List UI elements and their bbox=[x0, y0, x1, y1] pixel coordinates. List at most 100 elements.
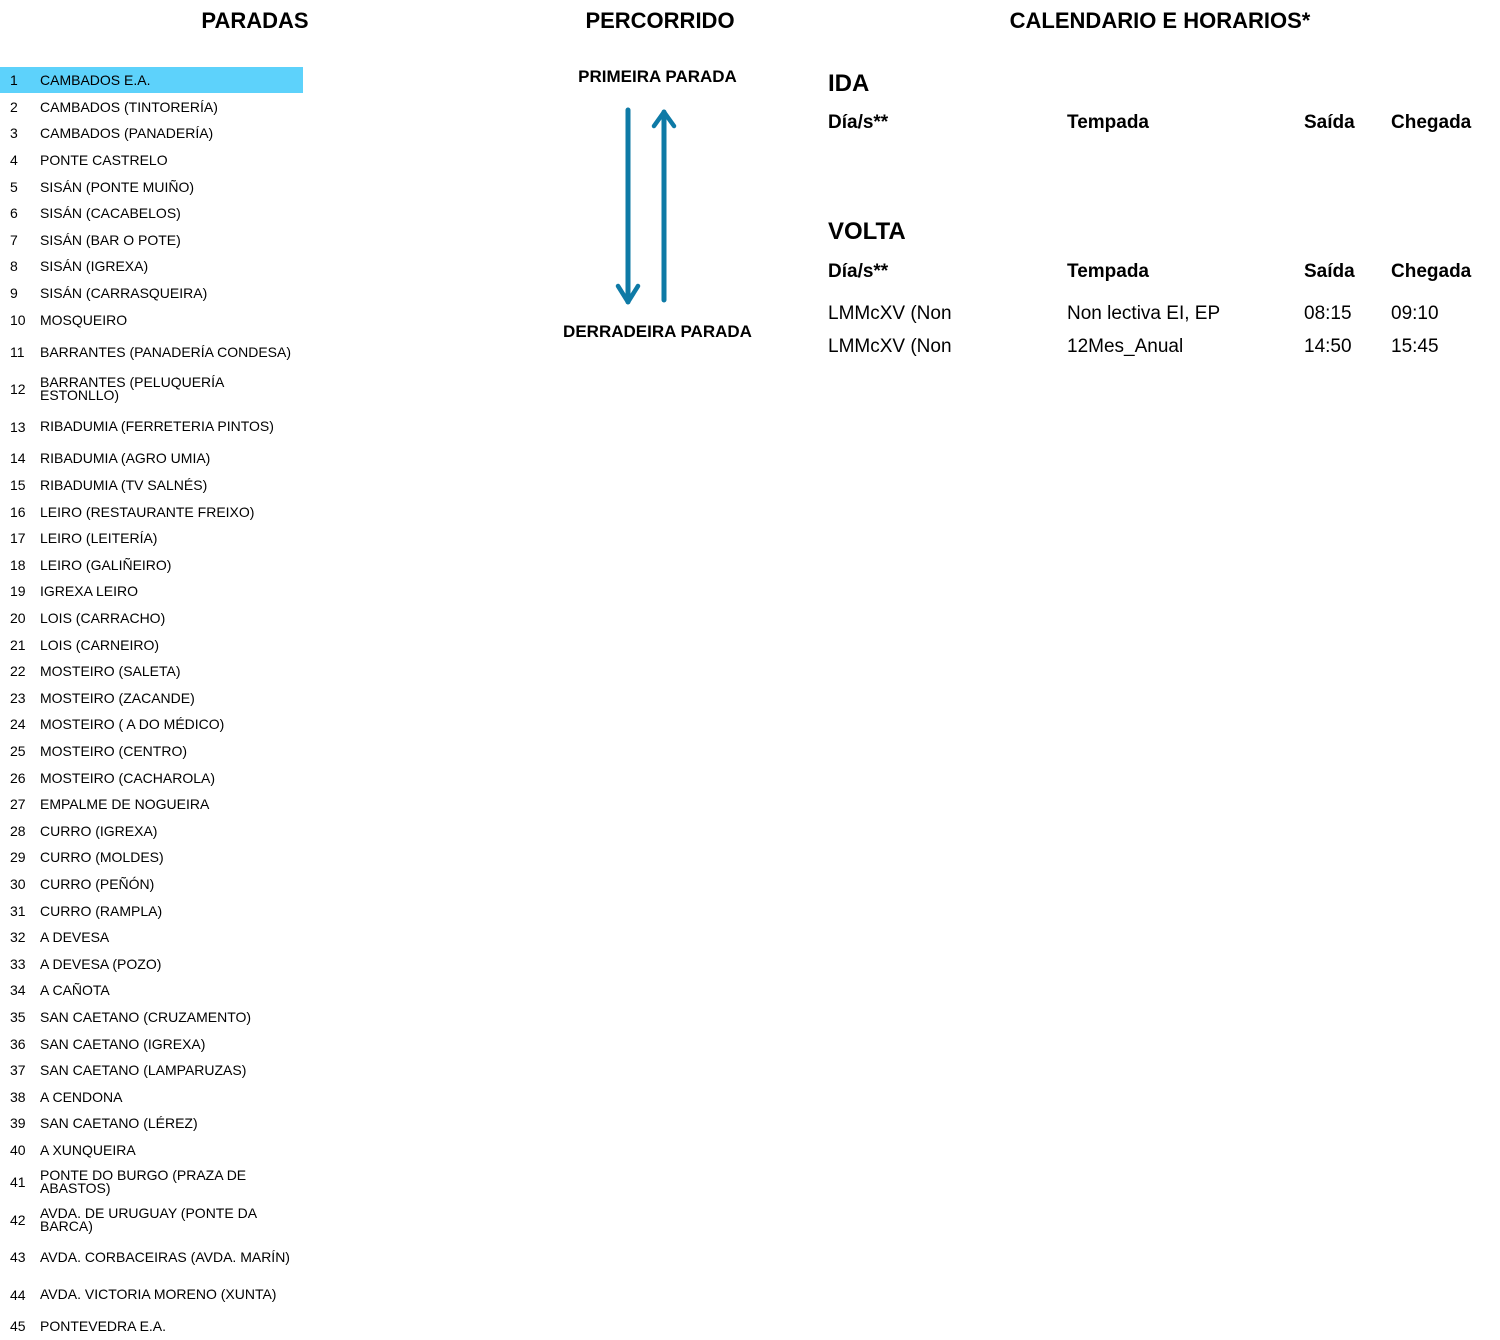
stop-name: LEIRO (GALIÑEIRO) bbox=[40, 556, 172, 573]
stop-row: 38 A CENDONA bbox=[0, 1084, 303, 1111]
stop-number: 29 bbox=[10, 849, 26, 866]
stop-number: 15 bbox=[10, 477, 26, 494]
stop-row: 3 CAMBADOS (PANADERÍA) bbox=[0, 120, 303, 147]
stop-number: 12 bbox=[10, 381, 26, 398]
stop-number: 32 bbox=[10, 929, 26, 946]
ida-col-dia: Día/s** bbox=[828, 112, 889, 133]
stop-row: 24 MOSTEIRO ( A DO MÉDICO) bbox=[0, 711, 303, 738]
stop-number: 24 bbox=[10, 716, 26, 733]
stop-number: 3 bbox=[10, 125, 18, 142]
stop-name: CURRO (MOLDES) bbox=[40, 849, 164, 866]
stop-row: 22 MOSTEIRO (SALETA) bbox=[0, 658, 303, 685]
stop-number: 27 bbox=[10, 796, 26, 813]
stop-row: 27 EMPALME DE NOGUEIRA bbox=[0, 791, 303, 818]
stop-number: 21 bbox=[10, 636, 26, 653]
stop-number: 11 bbox=[10, 344, 25, 360]
first-stop-label: PRIMEIRA PARADA bbox=[578, 67, 737, 86]
stop-row: 6 SISÁN (CACABELOS) bbox=[0, 200, 303, 227]
stop-name: BARRANTES (PANADERÍA CONDESA) bbox=[40, 343, 292, 360]
stop-name: A CAÑOTA bbox=[40, 982, 110, 999]
stop-row: 28 CURRO (IGREXA) bbox=[0, 818, 303, 845]
stop-number: 36 bbox=[10, 1035, 26, 1052]
stop-number: 28 bbox=[10, 822, 26, 839]
stop-row: 35 SAN CAETANO (CRUZAMENTO) bbox=[0, 1004, 303, 1031]
ida-title: IDA bbox=[828, 70, 870, 97]
volta-cell-tempada: 12Mes_Anual bbox=[1067, 336, 1184, 357]
stop-row: 1 CAMBADOS E.A. bbox=[0, 67, 303, 93]
stop-row: 34 A CAÑOTA bbox=[0, 977, 303, 1004]
stop-number: 40 bbox=[10, 1142, 26, 1159]
stop-number: 33 bbox=[10, 955, 26, 972]
stop-name: PONTEVEDRA E.A. bbox=[40, 1318, 167, 1335]
stop-number: 19 bbox=[10, 583, 26, 600]
stop-number: 31 bbox=[10, 902, 26, 919]
stop-number: 37 bbox=[10, 1062, 26, 1079]
stop-name: SAN CAETANO (IGREXA) bbox=[40, 1035, 206, 1052]
stop-row: 44 AVDA. VICTORIA MORENO (XUNTA) bbox=[0, 1276, 303, 1314]
stop-name: A DEVESA (POZO) bbox=[40, 955, 162, 972]
stop-number: 20 bbox=[10, 610, 26, 627]
stop-number: 7 bbox=[10, 231, 18, 248]
stop-number: 4 bbox=[10, 152, 18, 169]
stop-number: 25 bbox=[10, 743, 26, 760]
stop-row: 8 SISÁN (IGREXA) bbox=[0, 253, 303, 280]
stop-row: 42 AVDA. DE URUGUAY (PONTE DA BARCA) bbox=[0, 1201, 303, 1239]
stop-name: CURRO (PEÑÓN) bbox=[40, 876, 155, 893]
stop-row: 10 MOSQUEIRO bbox=[0, 306, 303, 333]
stop-name: SAN CAETANO (CRUZAMENTO) bbox=[40, 1009, 252, 1026]
volta-cell-dia: LMMcXV (Non bbox=[828, 336, 952, 357]
stop-number: 30 bbox=[10, 876, 26, 893]
stop-number: 42 bbox=[10, 1211, 26, 1228]
paradas-header: PARADAS bbox=[201, 8, 309, 33]
stop-number: 18 bbox=[10, 556, 26, 573]
stop-row: 30 CURRO (PEÑÓN) bbox=[0, 871, 303, 898]
stop-row: 17 LEIRO (LEITERÍA) bbox=[0, 525, 303, 552]
stop-number: 2 bbox=[10, 98, 18, 115]
stop-number: 41 bbox=[10, 1174, 26, 1191]
stop-row: 43 AVDA. CORBACEIRAS (AVDA. MARÍN) bbox=[0, 1238, 303, 1276]
stop-row: 4 PONTE CASTRELO bbox=[0, 147, 303, 174]
stop-number: 6 bbox=[10, 205, 18, 222]
stop-name: RIBADUMIA (TV SALNÉS) bbox=[40, 477, 208, 494]
stop-name: MOSTEIRO (CACHAROLA) bbox=[40, 769, 216, 786]
down-arrow-icon bbox=[615, 107, 641, 305]
volta-title: VOLTA bbox=[828, 218, 906, 245]
stop-name: SAN CAETANO (LÉREZ) bbox=[40, 1115, 198, 1132]
stop-row: 9 SISÁN (CARRASQUEIRA) bbox=[0, 280, 303, 307]
stop-number: 39 bbox=[10, 1115, 26, 1132]
stop-name: MOSTEIRO (SALETA) bbox=[40, 663, 181, 680]
stop-number: 13 bbox=[10, 418, 26, 435]
stop-number: 34 bbox=[10, 982, 26, 999]
stop-row: 16 LEIRO (RESTAURANTE FREIXO) bbox=[0, 498, 303, 525]
ida-col-saida: Saída bbox=[1304, 112, 1355, 133]
up-arrow-icon bbox=[651, 109, 677, 303]
volta-cell-chegada: 09:10 bbox=[1391, 303, 1439, 324]
stop-name: MOSQUEIRO bbox=[40, 311, 128, 328]
stop-name: IGREXA LEIRO bbox=[40, 583, 139, 600]
stop-number: 43 bbox=[10, 1249, 26, 1266]
stop-name: EMPALME DE NOGUEIRA bbox=[40, 796, 210, 813]
stop-name: SISÁN (BAR O POTE) bbox=[40, 231, 181, 248]
stop-number: 5 bbox=[10, 178, 18, 195]
stop-name: PONTE DO BURGO (PRAZA DE ABASTOS) bbox=[40, 1167, 247, 1197]
stop-name: SISÁN (IGREXA) bbox=[40, 258, 149, 275]
calendario-header: CALENDARIO E HORARIOS* bbox=[1009, 8, 1311, 33]
stop-name: SISÁN (CACABELOS) bbox=[40, 205, 181, 222]
stop-name: AVDA. DE URUGUAY (PONTE DA BARCA) bbox=[40, 1204, 257, 1234]
volta-col-chegada: Chegada bbox=[1391, 261, 1472, 282]
stop-number: 8 bbox=[10, 258, 18, 275]
stop-number: 23 bbox=[10, 689, 26, 706]
volta-cell-saida: 14:50 bbox=[1304, 336, 1352, 357]
volta-cell-saida: 08:15 bbox=[1304, 303, 1352, 324]
stop-row: 15 RIBADUMIA (TV SALNÉS) bbox=[0, 472, 303, 499]
stop-number: 1 bbox=[10, 72, 18, 88]
stop-name: SAN CAETANO (LAMPARUZAS) bbox=[40, 1062, 247, 1079]
stop-name: MOSTEIRO ( A DO MÉDICO) bbox=[40, 716, 225, 733]
stop-row: 14 RIBADUMIA (AGRO UMIA) bbox=[0, 445, 303, 472]
volta-cell-tempada: Non lectiva EI, EP bbox=[1067, 303, 1221, 324]
stop-name: LOIS (CARRACHO) bbox=[40, 610, 166, 627]
stop-number: 17 bbox=[10, 530, 26, 547]
stop-name: CURRO (IGREXA) bbox=[40, 822, 158, 839]
stop-row: 32 A DEVESA bbox=[0, 924, 303, 951]
stop-name: A DEVESA bbox=[40, 929, 110, 946]
